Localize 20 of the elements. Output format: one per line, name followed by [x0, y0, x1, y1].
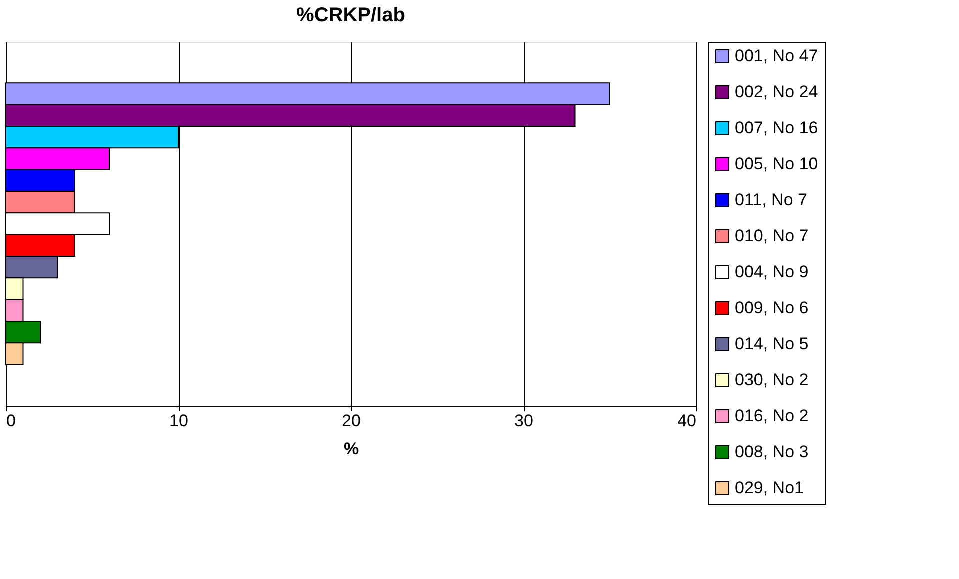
legend-label: 001, No 47 — [735, 46, 818, 66]
legend-label: 004, No 9 — [735, 262, 809, 282]
x-tick-label: 10 — [170, 412, 188, 430]
legend-label: 030, No 2 — [735, 370, 809, 390]
legend-label: 029, No1 — [735, 478, 804, 498]
legend-label: 005, No 10 — [735, 154, 818, 174]
legend-label: 010, No 7 — [735, 226, 809, 246]
legend-label: 007, No 16 — [735, 118, 818, 138]
legend-label: 014, No 5 — [735, 334, 809, 354]
x-tick-label: 30 — [514, 412, 534, 430]
chart-title: %CRKP/lab — [296, 4, 406, 26]
legend-label: 008, No 3 — [735, 442, 809, 462]
x-tick-label: 0 — [6, 412, 16, 430]
x-tick-label: 20 — [342, 412, 361, 430]
x-axis-title: % — [344, 440, 360, 458]
legend-label: 002, No 24 — [735, 82, 818, 102]
legend-label: 009, No 6 — [735, 298, 809, 318]
legend-label: 011, No 7 — [735, 190, 808, 210]
legend-label: 016, No 2 — [735, 406, 809, 426]
x-tick-label: 40 — [678, 412, 696, 430]
